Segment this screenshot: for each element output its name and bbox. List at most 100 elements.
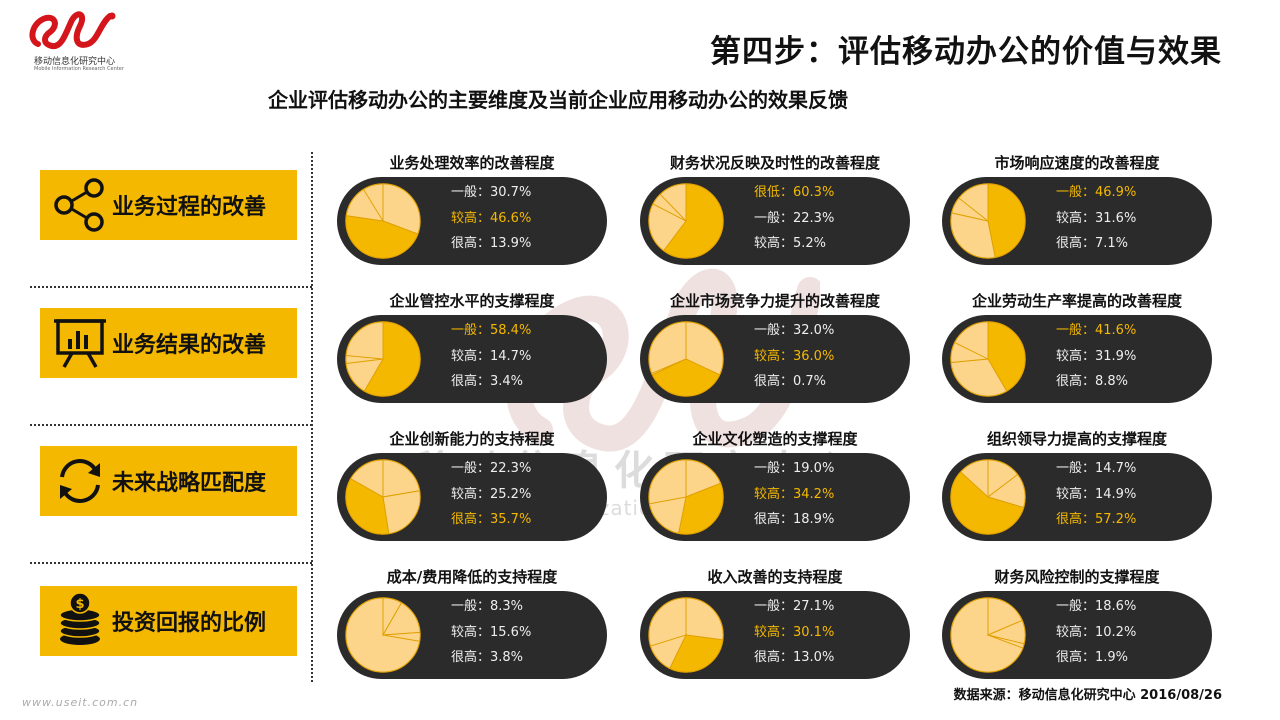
pie-slice	[345, 215, 419, 259]
pie-slice	[652, 193, 687, 222]
data-label: 一般：8.3%	[451, 599, 524, 614]
dimension-label: 业务结果的改善	[112, 333, 267, 358]
data-label: 一般：41.6%	[1056, 323, 1137, 338]
data-label: 一般：19.0%	[754, 461, 835, 476]
vertical-divider	[311, 152, 313, 682]
data-label: 较高：10.2%	[1056, 624, 1137, 640]
pie-card: 成本/费用降低的支持程度一般：8.3% 较高：15.6% 很高：3.8%	[337, 566, 607, 682]
pie-chart	[648, 459, 724, 535]
coin-stack-icon: $	[59, 592, 101, 645]
pie-legend: 一般：22.3% 较高：25.2% 很高：35.7%	[451, 460, 531, 537]
pie-chart	[950, 459, 1026, 535]
pie-slice	[382, 459, 421, 498]
data-label: 很高：7.1%	[1056, 236, 1129, 251]
chart-pill: 一般：22.3% 较高：25.2% 很高：35.7%	[337, 453, 607, 541]
dimension-label: 未来战略匹配度	[112, 471, 267, 496]
chart-pill: 一般：30.7% 较高：46.6% 很高：13.9%	[337, 177, 607, 265]
pie-slice	[951, 197, 989, 222]
chart-pill: 一般：8.3% 较高：15.6% 很高：3.8%	[337, 591, 607, 679]
pie-legend: 一般：32.0% 较高：36.0% 很高：0.7%	[754, 322, 834, 399]
pie-card: 企业文化塑造的支撑程度 一般：19.0% 较高：34.2% 很高：18.9%	[640, 428, 910, 544]
pie-slice	[382, 490, 421, 535]
chart-title: 企业创新能力的支持程度	[389, 430, 555, 448]
data-label: 很高：3.4%	[451, 374, 524, 389]
pie-chart	[345, 597, 421, 673]
data-label: 较高：15.6%	[451, 624, 532, 640]
pie-slice	[345, 478, 390, 535]
pie-card: 企业创新能力的支持程度一般：22.3% 较高：25.2% 很高：35.7%	[337, 428, 607, 544]
divider	[30, 424, 312, 426]
pie-chart	[648, 183, 724, 259]
pie-chart	[648, 597, 724, 673]
pie-chart	[950, 597, 1026, 673]
chart-title: 组织领导力提高的支撑程度	[986, 430, 1167, 448]
divider	[30, 562, 312, 564]
pie-slice	[950, 471, 1025, 535]
pie-card: 企业劳动生产率提高的改善程度一般：41.6% 较高：31.9% 很高：8.8%	[942, 290, 1212, 406]
chart-pill: 一般：32.0% 较高：36.0% 很高：0.7%	[640, 315, 910, 403]
data-label: 一般：27.1%	[754, 599, 835, 614]
chart-title: 市场响应速度的改善程度	[994, 154, 1160, 172]
pie-legend: 一般：41.6% 较高：31.9% 很高：8.8%	[1056, 322, 1136, 399]
pie-slice	[678, 482, 724, 535]
data-label: 一般：58.4%	[451, 323, 532, 338]
svg-text:$: $	[75, 597, 84, 612]
chart-title: 企业劳动生产率提高的改善程度	[971, 292, 1182, 310]
data-label: 一般：14.7%	[1056, 461, 1137, 476]
chart-pill: 一般：27.1% 较高：30.1% 很高：13.0%	[640, 591, 910, 679]
data-label: 很高：3.8%	[451, 650, 524, 665]
chart-pill: 一般：41.6% 较高：31.9% 很高：8.8%	[942, 315, 1212, 403]
footer-url: www.useit.com.cn	[22, 696, 139, 709]
data-label: 很高：18.9%	[754, 512, 835, 527]
data-label: 一般：46.9%	[1056, 185, 1137, 200]
data-label: 较高：5.2%	[754, 236, 827, 251]
data-label: 一般：22.3%	[451, 461, 532, 476]
pie-legend: 一般：46.9% 较高：31.6% 很高：7.1%	[1056, 184, 1136, 261]
dimension-process: 业务过程的改善	[40, 170, 297, 240]
pie-chart	[345, 183, 421, 259]
pie-slice	[662, 183, 724, 259]
dimension-strategy: 未来战略匹配度	[40, 446, 297, 516]
chart-title: 收入改善的支持程度	[707, 568, 843, 586]
pie-chart	[345, 321, 421, 397]
data-label: 一般：30.7%	[451, 185, 532, 200]
company-logo: 移动信息化研究中心 Mobile Information Research Ce…	[26, 10, 136, 72]
chart-pill: 一般：46.9% 较高：31.6% 很高：7.1%	[942, 177, 1212, 265]
pie-slice	[669, 634, 724, 673]
divider	[30, 286, 312, 288]
pie-card: 业务处理效率的改善程度 一般：30.7% 较高：46.6% 很高：13.9%	[337, 152, 607, 268]
data-label: 一般：32.0%	[754, 323, 835, 338]
logo-chinese-text: 移动信息化研究中心	[34, 57, 116, 67]
pie-legend: 一般：18.6% 较高：10.2% 很高：1.9%	[1056, 598, 1136, 675]
data-label: 较高：14.7%	[451, 348, 532, 364]
data-label: 很高：57.2%	[1056, 512, 1137, 527]
pie-slice	[648, 496, 687, 534]
chart-title: 成本/费用降低的支持程度	[386, 568, 558, 586]
dimension-label: 投资回报的比例	[112, 611, 267, 636]
data-label: 较高：30.1%	[754, 624, 835, 640]
data-label: 很高：8.8%	[1056, 374, 1129, 389]
pie-legend: 一般：27.1% 较高：30.1% 很高：13.0%	[754, 598, 834, 675]
dimension-roi: $ 投资回报的比例	[40, 586, 297, 656]
pie-slice	[685, 321, 724, 376]
pie-slice	[950, 341, 990, 364]
pie-slice	[382, 631, 421, 642]
pie-card: 企业管控水平的支撑程度 一般：58.4% 较高：14.7% 很高：3.4%	[337, 290, 607, 406]
pie-slice	[987, 634, 1025, 649]
share-network-icon	[54, 178, 104, 232]
chart-pill: 一般：18.6% 较高：10.2% 很高：1.9%	[942, 591, 1212, 679]
chart-pill: 很低：60.3% 一般：22.3% 较高：5.2%	[640, 177, 910, 265]
chart-pill: 一般：19.0% 较高：34.2% 很高：18.9%	[640, 453, 910, 541]
data-label: 较高：46.6%	[451, 210, 532, 226]
page-subtitle: 企业评估移动办公的主要维度及当前企业应用移动办公的效果反馈	[268, 88, 848, 112]
pie-legend: 一般：8.3% 较高：15.6% 很高：3.8%	[451, 598, 531, 675]
chart-title: 业务处理效率的改善程度	[389, 154, 555, 172]
pie-legend: 一般：19.0% 较高：34.2% 很高：18.9%	[754, 460, 834, 537]
pie-card: 组织领导力提高的支撑程度 一般：14.7% 较高：14.9% 很高：57.2%	[942, 428, 1212, 544]
pie-legend: 一般：30.7% 较高：46.6% 很高：13.9%	[451, 184, 531, 261]
data-label: 一般：18.6%	[1056, 599, 1137, 614]
logo-mark-icon	[29, 11, 116, 50]
pie-legend: 一般：58.4% 较高：14.7% 很高：3.4%	[451, 322, 531, 399]
pie-card: 财务风险控制的支撑程度 一般：18.6% 较高：10.2% 很高：1.9%	[942, 566, 1212, 682]
pie-slice	[685, 459, 722, 498]
